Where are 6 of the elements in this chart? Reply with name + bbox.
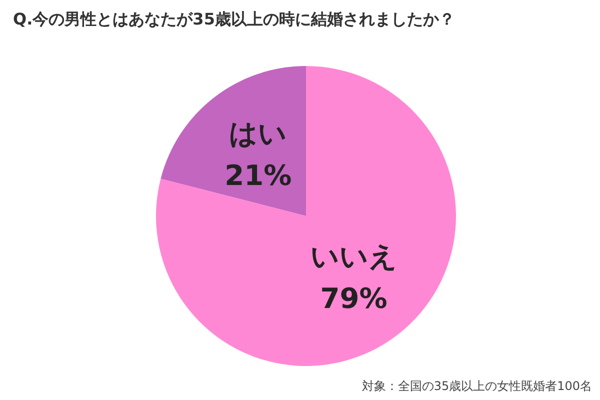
slice-label: はい [229,116,288,150]
chart-title: Q.今の男性とはあなたが35歳以上の時に結婚されましたか？ [13,10,455,28]
slice-label: いいえ [310,240,398,274]
data-label: 21% [224,158,292,192]
text: 対象：全国の35歳以上の女性既婚者100名 [362,379,592,393]
data-label: 79% [320,282,388,316]
